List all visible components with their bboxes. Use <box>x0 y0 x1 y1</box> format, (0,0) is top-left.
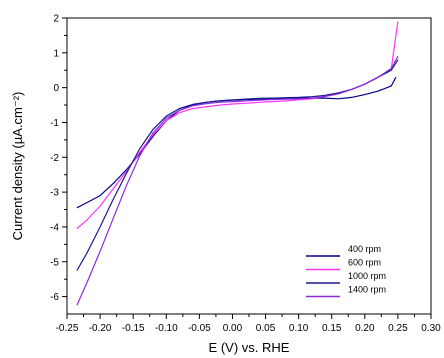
y-tick-label: -4 <box>50 222 59 233</box>
x-tick-label: 0.30 <box>421 323 441 334</box>
x-tick-label: 0.10 <box>289 323 309 334</box>
x-axis-title: E (V) vs. RHE <box>209 340 290 355</box>
x-axis: -0.25 -0.20 -0.15 -0.10 -0.05 0.00 0.05 0.10 0.1… <box>56 314 441 334</box>
legend-label: 1400 rpm <box>348 285 386 295</box>
y-tick-label: -2 <box>50 153 59 164</box>
x-tick-label: 0.25 <box>388 323 408 334</box>
series-layer <box>76 21 399 306</box>
legend: 400 rpm 600 rpm 1000 rpm 1400 rpm <box>306 244 386 298</box>
legend-label: 1000 rpm <box>348 271 386 281</box>
series-line-1400-rpm <box>76 56 399 306</box>
legend-label: 400 rpm <box>348 244 381 254</box>
x-tick-label: 0.15 <box>322 323 342 334</box>
x-tick-label: 0.00 <box>223 323 243 334</box>
y-tick-label: -5 <box>50 257 59 268</box>
y-tick-label: -1 <box>50 118 59 129</box>
x-tick-label: -0.15 <box>122 323 145 334</box>
y-tick-label: 1 <box>53 48 59 59</box>
x-tick-label: -0.05 <box>188 323 211 334</box>
y-tick-label: 2 <box>53 14 59 25</box>
legend-label: 600 rpm <box>348 258 381 268</box>
plot-frame <box>66 17 432 315</box>
x-tick-label: -0.25 <box>56 323 79 334</box>
y-tick-label: 0 <box>53 83 59 94</box>
y-axis: -6 -5 -4 -3 -2 -1 0 1 2 <box>50 14 67 303</box>
x-tick-label: -0.20 <box>89 323 112 334</box>
x-tick-label: 0.05 <box>256 323 276 334</box>
x-tick-label: -0.10 <box>155 323 178 334</box>
y-tick-label: -6 <box>50 292 59 303</box>
x-tick-label: 0.20 <box>355 323 375 334</box>
y-axis-title: Current density (µA.cm⁻²) <box>10 92 25 241</box>
y-tick-label: -3 <box>50 188 59 199</box>
